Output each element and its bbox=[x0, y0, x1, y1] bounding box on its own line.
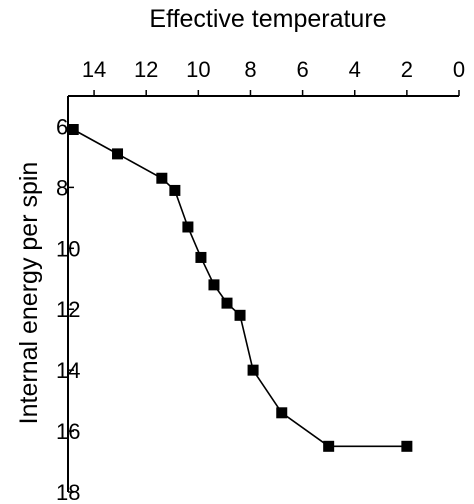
data-point bbox=[247, 364, 259, 376]
data-point bbox=[195, 251, 207, 263]
y-tick-label: 14 bbox=[56, 358, 80, 383]
x-axis-title: Effective temperature bbox=[149, 5, 386, 33]
y-tick-label: 16 bbox=[56, 419, 80, 444]
y-tick-label: 8 bbox=[56, 175, 68, 200]
data-point bbox=[169, 184, 181, 196]
data-point bbox=[67, 124, 79, 136]
data-point bbox=[112, 148, 124, 160]
data-point bbox=[234, 309, 246, 321]
series-line bbox=[72, 128, 407, 448]
data-point bbox=[156, 172, 168, 184]
y-tick-label: 10 bbox=[56, 236, 80, 261]
data-point bbox=[208, 279, 220, 291]
y-axis-title: Internal energy per spin bbox=[15, 162, 43, 425]
y-tick-label: 12 bbox=[56, 297, 80, 322]
data-point bbox=[221, 297, 233, 309]
x-tick-label: 2 bbox=[401, 57, 413, 82]
x-tick-label: 4 bbox=[349, 57, 361, 82]
data-point bbox=[276, 407, 288, 419]
data-point bbox=[401, 440, 413, 452]
x-tick-label: 0 bbox=[453, 57, 465, 82]
x-tick-label: 8 bbox=[244, 57, 256, 82]
x-tick-label: 10 bbox=[186, 57, 210, 82]
x-tick-label: 14 bbox=[82, 57, 106, 82]
x-tick-label: 12 bbox=[134, 57, 158, 82]
data-point bbox=[182, 221, 194, 233]
x-tick-label: 6 bbox=[296, 57, 308, 82]
y-tick-label: 18 bbox=[56, 480, 80, 504]
y-tick-label: 6 bbox=[56, 114, 68, 139]
data-point bbox=[323, 440, 335, 452]
